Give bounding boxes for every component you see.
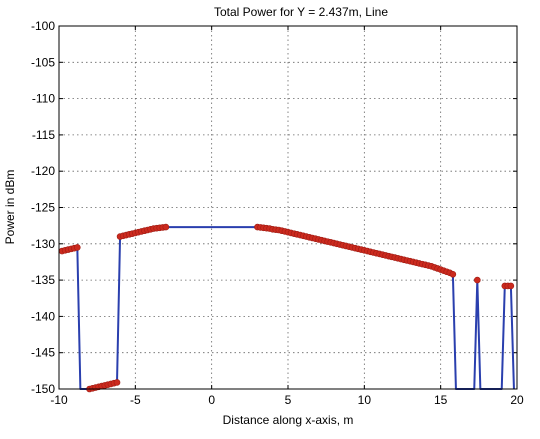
y-tick-label: -110 xyxy=(32,92,55,106)
data-point xyxy=(507,282,515,290)
y-tick-label: -120 xyxy=(31,164,55,178)
x-tick-label: 0 xyxy=(208,393,215,407)
data-point xyxy=(449,270,457,278)
x-tick-label: 5 xyxy=(285,393,292,407)
plot-frame xyxy=(58,25,518,390)
data-markers xyxy=(58,223,515,393)
x-tick-label: 10 xyxy=(358,393,372,407)
x-tick-label: 15 xyxy=(434,393,448,407)
y-tick-label: -100 xyxy=(31,19,55,33)
x-axis-ticks: -10 -5 0 5 10 15 20 xyxy=(50,26,524,407)
grid-lines xyxy=(59,26,517,389)
y-tick-label: -125 xyxy=(31,201,55,215)
x-axis-label: Distance along x-axis, m xyxy=(223,413,354,427)
y-tick-label: -135 xyxy=(31,273,55,287)
chart-title: Total Power for Y = 2.437m, Line xyxy=(214,5,388,19)
y-axis-ticks: -100 -105 -110 -115 -120 -125 -130 -135 -140 -145… xyxy=(31,19,517,396)
data-point xyxy=(162,223,170,231)
y-tick-label: -140 xyxy=(31,309,55,323)
data-point xyxy=(74,244,81,251)
data-point xyxy=(113,379,121,386)
x-tick-label: -10 xyxy=(50,393,68,407)
y-tick-label: -130 xyxy=(31,237,55,251)
y-tick-label: -145 xyxy=(31,346,55,360)
y-tick-label: -115 xyxy=(32,128,55,142)
y-axis-label: Power in dBm xyxy=(3,170,17,245)
x-tick-label: 20 xyxy=(510,393,524,407)
x-tick-label: -5 xyxy=(130,393,141,407)
y-tick-label: -150 xyxy=(31,382,55,396)
y-tick-label: -105 xyxy=(31,55,55,69)
data-point xyxy=(474,276,481,284)
